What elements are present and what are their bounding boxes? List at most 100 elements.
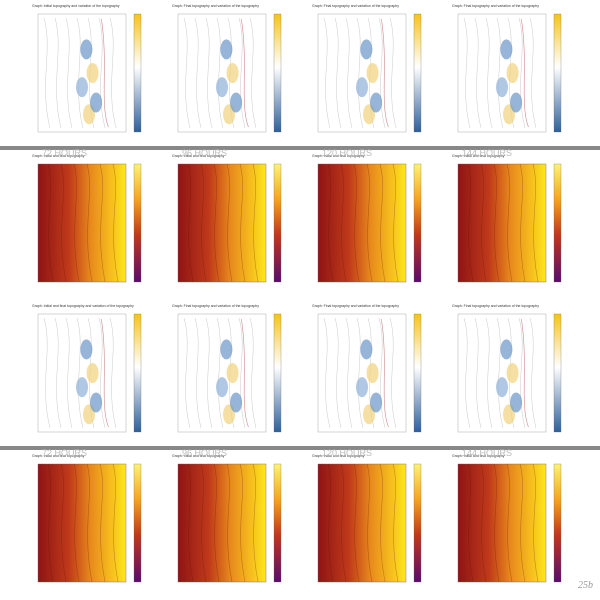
contour-line [485, 17, 493, 129]
anomaly [500, 339, 513, 360]
contour-band [252, 163, 259, 283]
anomaly [216, 377, 228, 398]
map-area [177, 13, 267, 133]
contour-line [463, 17, 471, 129]
panel-title: Graph: Final topography and variation of… [172, 304, 259, 308]
anomaly [356, 377, 368, 398]
contour-line [474, 317, 482, 429]
anomaly [356, 77, 368, 98]
colorbar [273, 463, 282, 583]
contour-line [518, 317, 526, 429]
contour-band [73, 463, 80, 583]
map-area [177, 313, 267, 433]
contour-line [109, 317, 117, 429]
contour-line [98, 317, 106, 429]
separator [0, 146, 600, 150]
panel-title: Graph: Initial and final topography [312, 454, 365, 458]
map-area [317, 163, 407, 283]
map-area [317, 463, 407, 583]
contour-line [54, 17, 62, 129]
hours-label: 144 HOURS [462, 148, 512, 158]
contour-line [496, 317, 504, 429]
panel-title: Graph: Initial and final topography [172, 154, 225, 158]
contour-band [73, 163, 80, 283]
contour-band [467, 163, 474, 283]
contour-band [60, 163, 67, 283]
contour-band [519, 463, 526, 583]
contour-band [200, 163, 207, 283]
page-number: 25b [578, 580, 593, 591]
map-area [457, 13, 547, 133]
contour-band [392, 463, 399, 583]
colorbar [413, 163, 422, 283]
contour-band [112, 163, 119, 283]
contour-line [249, 17, 257, 129]
map-area [177, 163, 267, 283]
colorbar [133, 13, 142, 133]
contour-line [76, 317, 84, 429]
contour-line [43, 17, 51, 129]
map-area [317, 13, 407, 133]
contour-band [239, 463, 246, 583]
panel-title: Graph: Initial and final topography [312, 154, 365, 158]
map-area [177, 463, 267, 583]
anomaly [80, 339, 93, 360]
contour-band [86, 163, 93, 283]
contour-line [65, 317, 73, 429]
hours-label: 120 HOURS [322, 448, 372, 458]
contour-band [112, 463, 119, 583]
contour-line [389, 17, 397, 129]
anomaly [366, 63, 379, 83]
contour-line [183, 317, 191, 429]
colorbar [273, 163, 282, 283]
contour-band [392, 163, 399, 283]
colorbar [133, 313, 142, 433]
contour-line [323, 17, 331, 129]
contour-band [213, 463, 220, 583]
contour-band [379, 163, 386, 283]
contour-line [54, 317, 62, 429]
contour-line [345, 17, 353, 129]
anomaly [230, 92, 243, 113]
anomaly [86, 63, 99, 83]
panel: Graph: Initial topography and variation … [32, 4, 142, 133]
panel-title: Graph: Initial topography and variation … [32, 4, 120, 8]
fault-trace [521, 318, 529, 428]
contour-line [485, 317, 493, 429]
anomaly [216, 77, 228, 98]
contour-band [187, 463, 194, 583]
fault-trace [521, 18, 529, 128]
panel-title: Graph: Final topography and variation of… [312, 4, 399, 8]
colorbar [553, 463, 562, 583]
contour-band [467, 463, 474, 583]
panel-title: Graph: Initial and final topography [452, 154, 505, 158]
map-area [37, 313, 127, 433]
contour-line [389, 317, 397, 429]
contour-band [506, 463, 513, 583]
panel: Graph: Final topography and variation of… [172, 4, 282, 133]
anomaly [506, 63, 519, 83]
contour-band [532, 463, 539, 583]
contour-band [340, 463, 347, 583]
contour-line [334, 317, 342, 429]
contour-band [213, 163, 220, 283]
panel-title: Graph: Final topography and variation of… [172, 4, 259, 8]
panel-title: Graph: Final topography and variation of… [452, 304, 539, 308]
contour-line [378, 17, 386, 129]
contour-band [239, 163, 246, 283]
anomaly [366, 363, 379, 383]
panel-title: Graph: Initial and final topography and … [32, 304, 134, 308]
hours-label: 72 HOURS [42, 448, 87, 458]
contour-line [496, 17, 504, 129]
contour-band [99, 163, 106, 283]
fault-trace [381, 318, 389, 428]
contour-line [98, 17, 106, 129]
hours-label: 120 HOURS [322, 148, 372, 158]
contour-line [518, 17, 526, 129]
anomaly [76, 77, 88, 98]
anomaly [76, 377, 88, 398]
contour-band [60, 463, 67, 583]
